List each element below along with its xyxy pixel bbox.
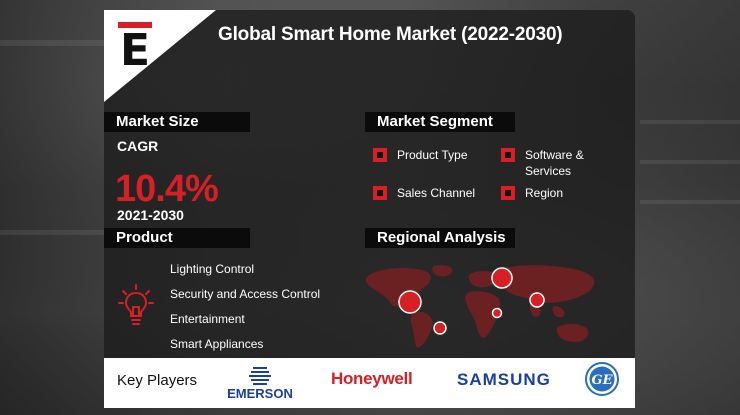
product-item: Smart Appliances — [170, 337, 264, 351]
square-bullet-icon — [373, 186, 387, 200]
cagr-period: 2021-2030 — [117, 207, 184, 223]
lightbulb-icon — [118, 284, 154, 325]
region-bubble-middle-east-africa — [491, 307, 503, 319]
region-bubble-latin-america — [433, 321, 447, 335]
region-bubble-europe — [491, 267, 513, 289]
world-map-icon — [365, 265, 595, 348]
honeywell-logo: Honeywell — [331, 369, 413, 388]
square-bullet-icon — [501, 186, 515, 200]
segment-item: Region — [501, 185, 563, 201]
brand-emerson-text: EMERSON — [227, 386, 293, 401]
samsung-logo: SAMSUNG — [457, 370, 551, 389]
cagr-label: CAGR — [117, 138, 159, 154]
product-item: Lighting Control — [170, 262, 255, 276]
product-item: Security and Access Control — [170, 287, 321, 301]
segment-label: Software & Services — [525, 148, 584, 178]
market-size-heading: Market Size — [104, 112, 250, 132]
square-bullet-icon — [373, 148, 387, 162]
cagr-value: 10.4% — [115, 168, 219, 210]
ge-logo: GE — [585, 362, 619, 396]
segment-item: Software & Services — [501, 147, 611, 179]
market-segment-heading: Market Segment — [365, 112, 515, 132]
regional-analysis-heading: Regional Analysis — [365, 228, 515, 248]
e-logo-icon: E — [118, 22, 158, 74]
segment-item: Sales Channel — [373, 185, 475, 201]
brand-ge-text: GE — [591, 373, 613, 388]
key-players-label: Key Players — [117, 372, 198, 389]
segment-label: Sales Channel — [397, 186, 476, 200]
product-item: Entertainment — [170, 312, 245, 326]
region-bubble-asia-pacific — [529, 292, 545, 308]
page-title: Global Smart Home Market (2022-2030) — [218, 24, 563, 45]
segment-label: Region — [525, 186, 564, 200]
key-players-bar — [104, 358, 635, 408]
emerson-logo: EMERSON — [227, 367, 293, 401]
region-bubble-north-america — [398, 290, 422, 314]
square-bullet-icon — [501, 148, 515, 162]
product-heading: Product — [104, 228, 250, 248]
segment-label: Product Type — [397, 148, 468, 162]
segment-item: Product Type — [373, 147, 468, 163]
